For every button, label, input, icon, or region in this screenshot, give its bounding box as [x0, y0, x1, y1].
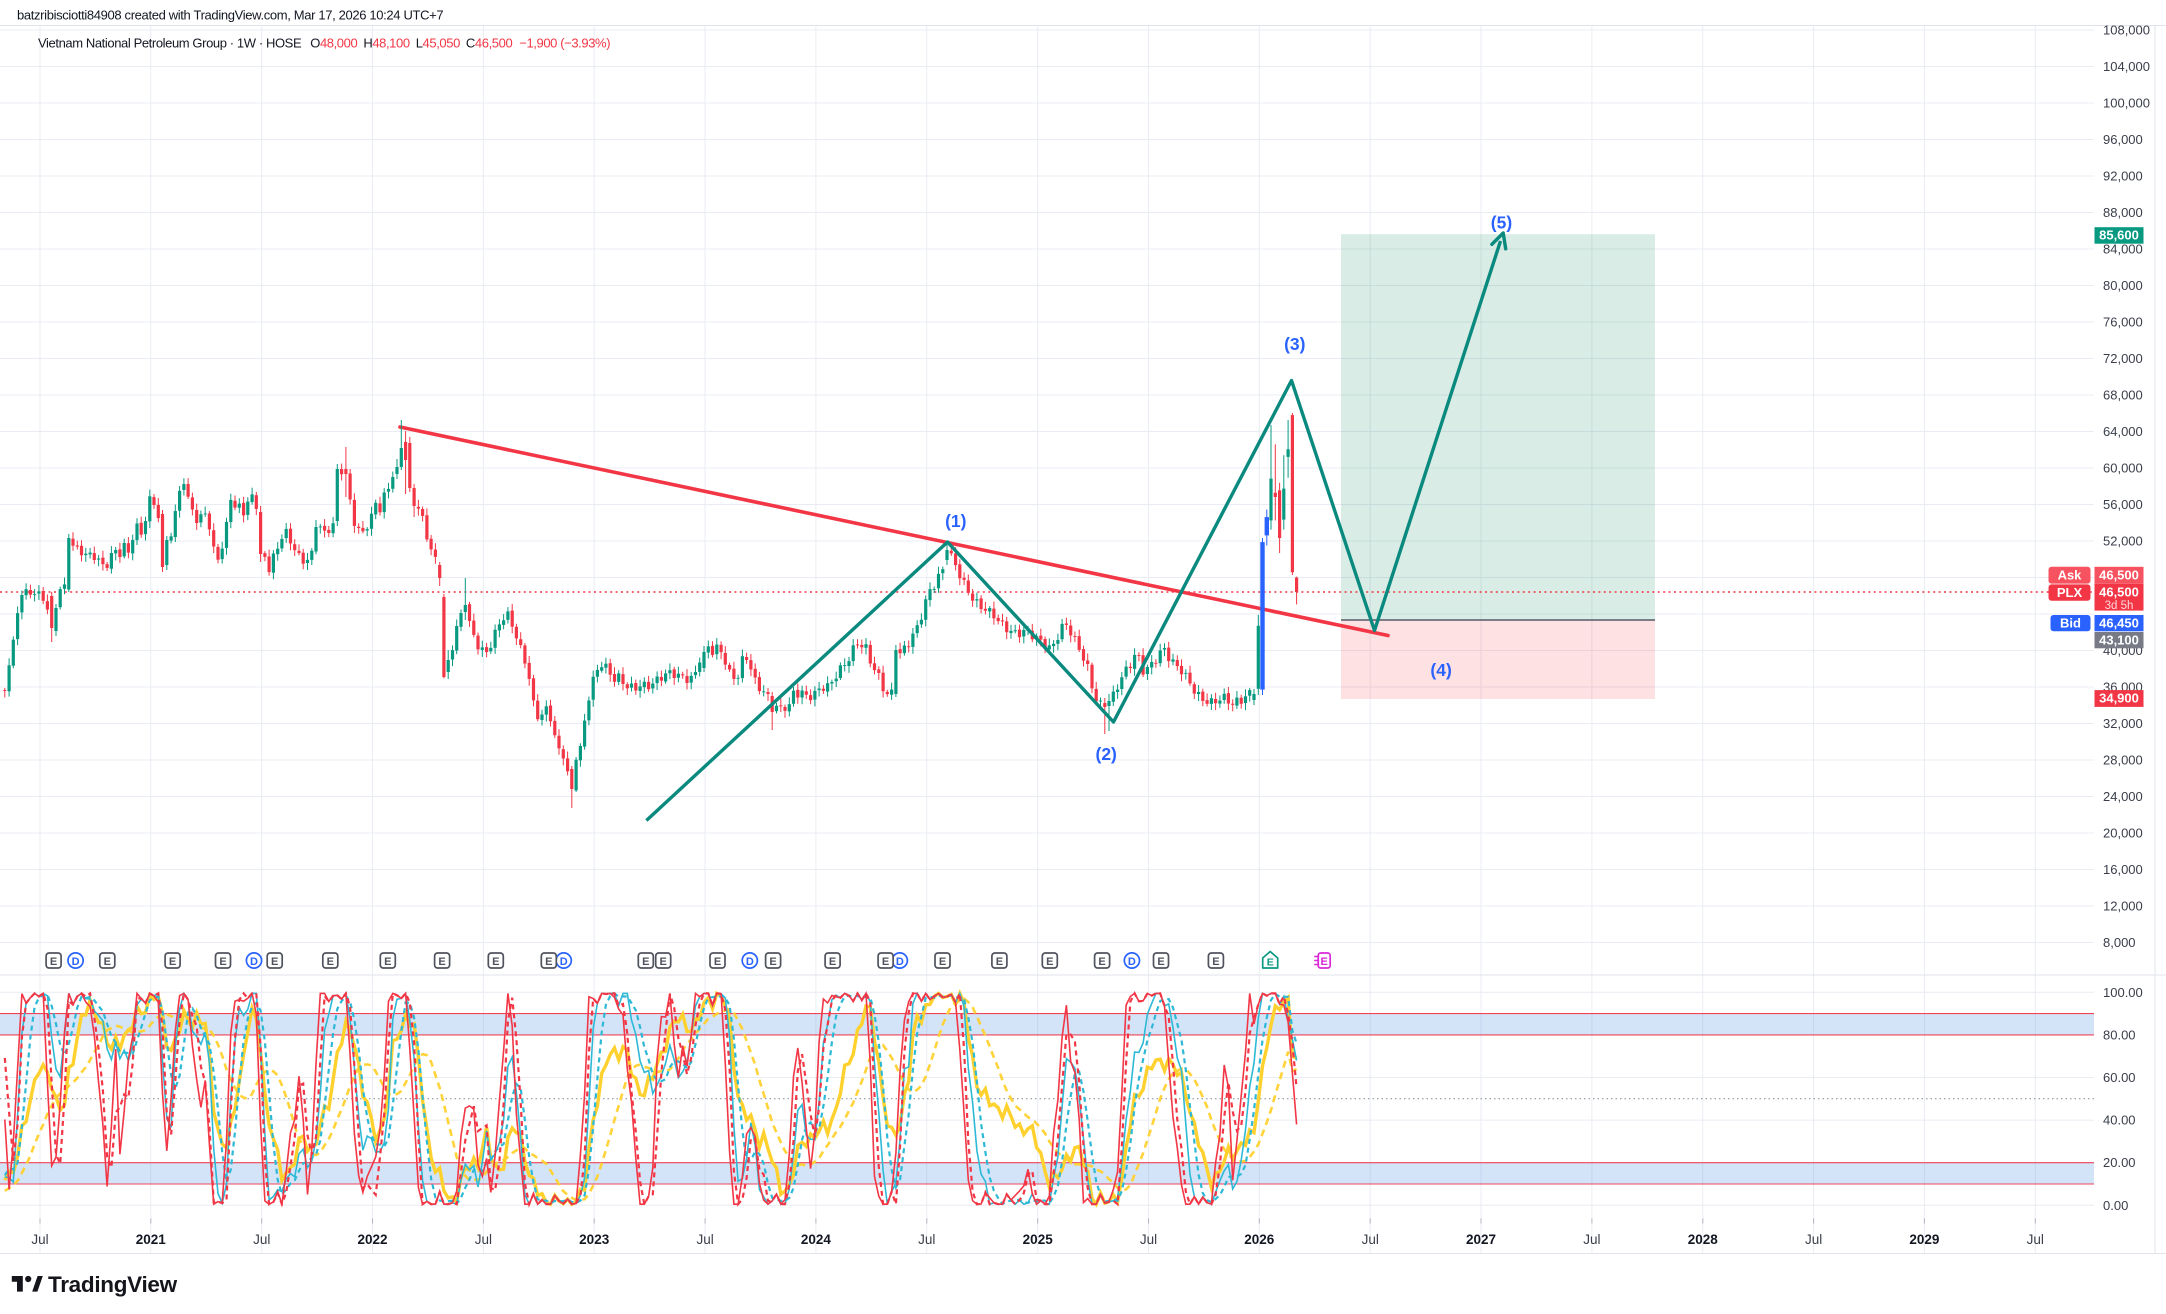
svg-text:56,000: 56,000	[2103, 497, 2143, 512]
svg-text:E: E	[714, 956, 721, 968]
svg-text:12,000: 12,000	[2103, 899, 2143, 914]
svg-text:3d 5h: 3d 5h	[2105, 600, 2134, 612]
svg-text:Jul: Jul	[253, 1232, 270, 1247]
svg-text:43,100: 43,100	[2099, 632, 2139, 647]
svg-text:E: E	[829, 956, 836, 968]
svg-text:Jul: Jul	[1583, 1232, 1600, 1247]
svg-text:D: D	[1128, 956, 1136, 968]
svg-text:E: E	[1212, 956, 1219, 968]
svg-text:E: E	[1157, 956, 1164, 968]
svg-text:2026: 2026	[1244, 1232, 1275, 1247]
svg-text:80.00: 80.00	[2103, 1027, 2136, 1042]
svg-text:(1): (1)	[945, 511, 966, 531]
svg-text:E: E	[1098, 956, 1105, 968]
svg-text:20.00: 20.00	[2103, 1155, 2136, 1170]
svg-text:52,000: 52,000	[2103, 534, 2143, 549]
svg-text:85,600: 85,600	[2099, 228, 2139, 243]
svg-text:46,500: 46,500	[2099, 567, 2139, 582]
svg-text:E: E	[492, 956, 499, 968]
svg-text:Jul: Jul	[31, 1232, 48, 1247]
svg-text:E: E	[545, 956, 552, 968]
svg-text:2024: 2024	[801, 1232, 832, 1247]
svg-text:8,000: 8,000	[2103, 935, 2136, 950]
svg-text:108,000: 108,000	[2103, 23, 2150, 38]
svg-text:32,000: 32,000	[2103, 716, 2143, 731]
svg-text:E: E	[939, 956, 946, 968]
svg-text:E: E	[660, 956, 667, 968]
svg-text:Jul: Jul	[918, 1232, 935, 1247]
svg-text:(5): (5)	[1491, 213, 1512, 233]
svg-text:28,000: 28,000	[2103, 753, 2143, 768]
svg-text:Vietnam National Petroleum Gro: Vietnam National Petroleum Group · 1W · …	[38, 36, 610, 51]
svg-text:100,000: 100,000	[2103, 96, 2150, 111]
svg-text:Jul: Jul	[696, 1232, 713, 1247]
svg-text:64,000: 64,000	[2103, 424, 2143, 439]
svg-text:E: E	[1046, 956, 1053, 968]
svg-text:34,900: 34,900	[2099, 691, 2139, 706]
svg-text:D: D	[250, 956, 258, 968]
svg-text:2023: 2023	[579, 1232, 610, 1247]
svg-text:16,000: 16,000	[2103, 862, 2143, 877]
svg-text:40.00: 40.00	[2103, 1113, 2136, 1128]
svg-text:E: E	[384, 956, 391, 968]
svg-text:D: D	[896, 956, 904, 968]
svg-text:E: E	[642, 956, 649, 968]
svg-text:96,000: 96,000	[2103, 132, 2143, 147]
svg-text:D: D	[560, 956, 568, 968]
svg-text:E: E	[1321, 956, 1328, 968]
svg-text:24,000: 24,000	[2103, 789, 2143, 804]
svg-text:E: E	[438, 956, 445, 968]
svg-text:80,000: 80,000	[2103, 278, 2143, 293]
svg-text:D: D	[72, 956, 80, 968]
svg-text:E: E	[996, 956, 1003, 968]
svg-text:Jul: Jul	[1362, 1232, 1379, 1247]
svg-text:68,000: 68,000	[2103, 388, 2143, 403]
svg-text:E: E	[769, 956, 776, 968]
svg-text:46,500: 46,500	[2099, 585, 2139, 600]
svg-text:E: E	[882, 956, 889, 968]
svg-text:E: E	[271, 956, 278, 968]
svg-text:E: E	[169, 956, 176, 968]
svg-text:60,000: 60,000	[2103, 461, 2143, 476]
svg-text:104,000: 104,000	[2103, 59, 2150, 74]
svg-text:Bid: Bid	[2060, 615, 2081, 630]
svg-text:Jul: Jul	[1805, 1232, 1822, 1247]
svg-text:D: D	[746, 956, 754, 968]
svg-text:(3): (3)	[1284, 334, 1305, 354]
svg-text:60.00: 60.00	[2103, 1070, 2136, 1085]
svg-text:100.00: 100.00	[2103, 985, 2143, 1000]
svg-text:Ask: Ask	[2058, 567, 2083, 582]
svg-text:2029: 2029	[1909, 1232, 1939, 1247]
svg-text:2022: 2022	[357, 1232, 387, 1247]
svg-text:E: E	[104, 956, 111, 968]
svg-text:batzribisciotti84908 created w: batzribisciotti84908 created with Tradin…	[17, 8, 443, 23]
svg-text:2025: 2025	[1023, 1232, 1054, 1247]
svg-text:Jul: Jul	[475, 1232, 492, 1247]
svg-text:84,000: 84,000	[2103, 242, 2143, 257]
svg-text:E: E	[50, 956, 57, 968]
svg-text:76,000: 76,000	[2103, 315, 2143, 330]
svg-text:(2): (2)	[1096, 744, 1117, 764]
svg-text:(4): (4)	[1430, 660, 1451, 680]
svg-text:E: E	[219, 956, 226, 968]
svg-text:PLX: PLX	[2057, 585, 2083, 600]
svg-text:20,000: 20,000	[2103, 826, 2143, 841]
svg-text:0.00: 0.00	[2103, 1198, 2128, 1213]
svg-text:46,450: 46,450	[2099, 615, 2139, 630]
svg-text:92,000: 92,000	[2103, 169, 2143, 184]
svg-text:2027: 2027	[1466, 1232, 1496, 1247]
svg-text:72,000: 72,000	[2103, 351, 2143, 366]
svg-text:E: E	[1267, 957, 1274, 969]
svg-text:Jul: Jul	[2027, 1232, 2044, 1247]
svg-text:88,000: 88,000	[2103, 205, 2143, 220]
svg-text:TradingView: TradingView	[48, 1272, 178, 1297]
svg-text:E: E	[327, 956, 334, 968]
svg-text:2028: 2028	[1688, 1232, 1719, 1247]
svg-text:Jul: Jul	[1140, 1232, 1157, 1247]
svg-text:2021: 2021	[136, 1232, 167, 1247]
